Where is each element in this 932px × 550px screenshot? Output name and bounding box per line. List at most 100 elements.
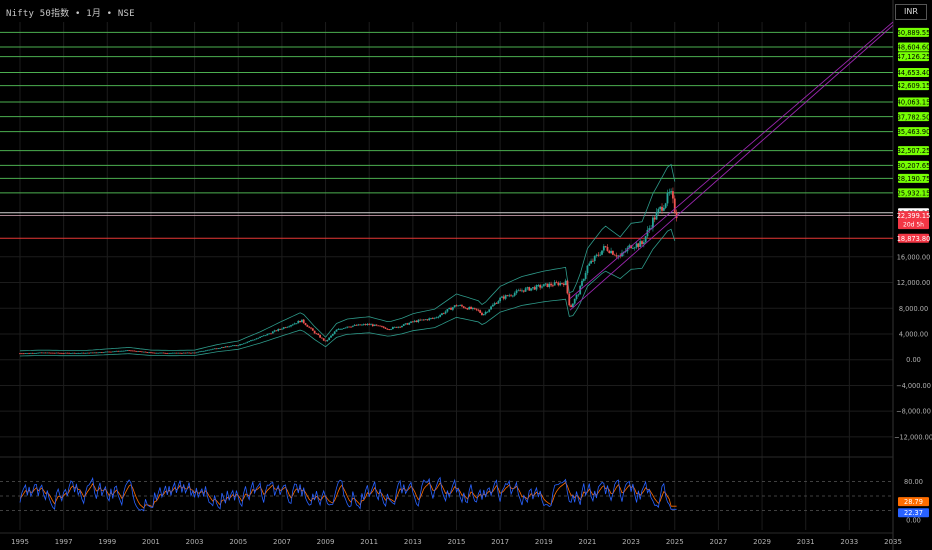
candle-body (91, 352, 94, 354)
candle-body (157, 352, 160, 354)
resistance-label-bg (898, 42, 929, 52)
candle-body (481, 312, 483, 316)
candle-body (190, 352, 192, 354)
candle-body (28, 353, 30, 354)
candle-body (428, 318, 431, 321)
y-tick-label: −4,000.00 (896, 382, 931, 390)
candle-body (641, 241, 643, 245)
candle-body (257, 337, 260, 339)
y-tick-label: 0.00 (906, 356, 921, 364)
resistance-label-bg (898, 127, 929, 137)
candle-body (240, 344, 243, 345)
candle-body (537, 285, 540, 286)
candle-body (555, 282, 558, 284)
y-tick-label: −12,000.00 (894, 433, 932, 441)
candle-body (417, 319, 420, 323)
candle-body (206, 349, 209, 351)
candle-body (355, 324, 358, 326)
candle-body (335, 329, 338, 332)
resistance-label: 37,782.50 (897, 113, 931, 121)
candle-body (528, 287, 531, 291)
candle-body (175, 352, 178, 354)
candle-body (222, 347, 225, 349)
y-tick-label: 8,000.00 (899, 305, 928, 313)
candle-body (66, 352, 69, 354)
candle-body (128, 350, 131, 352)
candle-body (339, 328, 341, 330)
candle-body (299, 320, 301, 323)
candle-body (140, 351, 143, 353)
candle-body (377, 325, 380, 327)
candle-body (279, 328, 281, 330)
candle-body (64, 352, 67, 354)
resistance-label: 28,190.75 (897, 175, 931, 183)
candle-body (113, 351, 116, 353)
candle-body (24, 353, 27, 354)
x-tick-label: 1995 (11, 538, 29, 546)
candle-body (610, 250, 612, 254)
candle-body (250, 340, 252, 342)
x-tick-label: 2031 (797, 538, 815, 546)
x-tick-label: 2003 (186, 538, 204, 546)
candle-body (551, 285, 554, 287)
candle-body (484, 311, 487, 315)
candle-body (119, 350, 121, 352)
x-tick-label: 2007 (273, 538, 291, 546)
candle-body (581, 280, 583, 286)
candle-body (672, 191, 674, 199)
candle-body (281, 328, 283, 330)
candle-body (408, 322, 411, 325)
candle-body (333, 331, 336, 334)
candle-body (491, 304, 494, 307)
candle-body (284, 327, 287, 329)
candle-body (441, 313, 443, 315)
candle-body (30, 352, 32, 354)
candle-body (208, 349, 211, 351)
candle-body (93, 352, 96, 354)
resistance-label: 47,126.25 (897, 53, 931, 61)
candle-body (413, 320, 416, 322)
candle-body (291, 324, 294, 326)
resistance-label: 30,207.65 (897, 162, 931, 170)
channel-lower-line (569, 24, 894, 311)
candle-body (588, 263, 591, 266)
x-tick-label: 2021 (579, 538, 597, 546)
candle-body (655, 212, 658, 220)
candle-body (242, 343, 245, 345)
candle-body (182, 352, 185, 354)
candle-body (373, 324, 376, 327)
candle-body (311, 328, 314, 331)
candle-body (224, 346, 227, 348)
resistance-label-bg (898, 67, 929, 77)
candle-body (439, 314, 442, 317)
candle-body (586, 265, 589, 274)
candle-body (544, 283, 547, 285)
x-tick-label: 2029 (753, 538, 771, 546)
candle-body (411, 321, 414, 323)
candle-body (584, 273, 587, 279)
candle-body (124, 350, 127, 352)
candle-body (659, 206, 662, 210)
candle-body (522, 290, 525, 292)
x-tick-label: 2001 (142, 538, 160, 546)
oscillator-tick-label: 0.00 (906, 517, 921, 525)
candle-body (153, 352, 156, 354)
candle-body (639, 241, 642, 247)
candle-body (455, 305, 458, 307)
currency-button[interactable]: INR (895, 4, 927, 20)
candle-body (542, 284, 545, 287)
candle-body (19, 353, 21, 355)
candle-body (402, 324, 405, 326)
candle-body (470, 307, 472, 309)
candle-body (535, 285, 538, 290)
candle-body (495, 303, 498, 305)
candle-body (308, 326, 311, 328)
candle-body (302, 319, 305, 324)
candle-body (497, 301, 500, 304)
candle-body (510, 295, 512, 297)
candle-body (577, 294, 580, 296)
candle-body (575, 295, 578, 299)
resistance-label-bg (898, 27, 929, 37)
